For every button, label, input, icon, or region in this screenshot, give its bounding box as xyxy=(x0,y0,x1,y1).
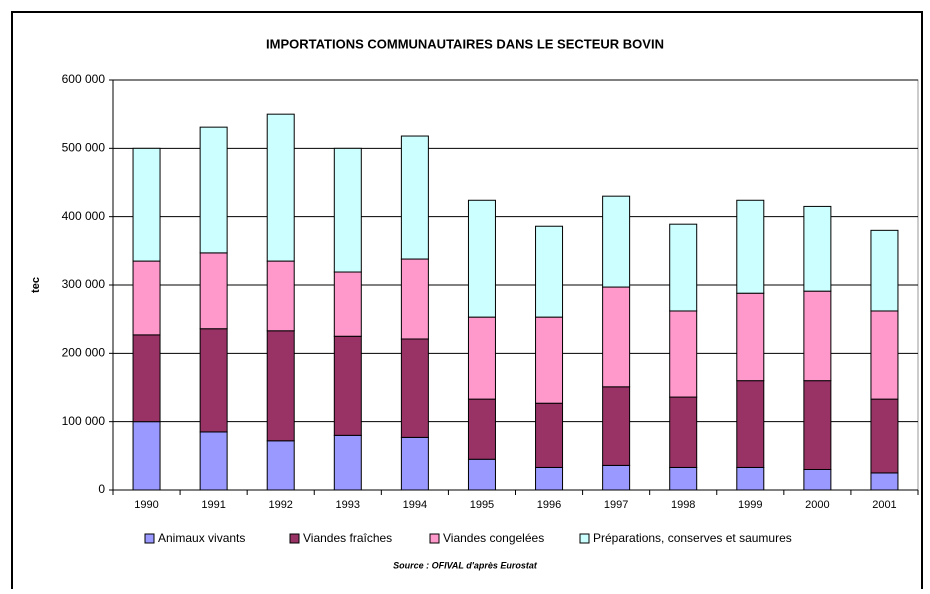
bar-segment xyxy=(535,316,564,404)
bar-segment xyxy=(467,398,496,460)
bar-segment xyxy=(870,229,899,312)
bar-segment xyxy=(266,330,295,442)
bar-segment xyxy=(199,126,228,254)
bar-segment xyxy=(602,195,631,288)
bar-segment xyxy=(870,310,899,400)
bar-segment xyxy=(199,328,228,433)
bar-segment xyxy=(400,135,429,260)
legend-label: Animaux vivants xyxy=(158,531,245,545)
bar-segment xyxy=(736,292,765,382)
bar-segment xyxy=(467,316,496,400)
y-tick-label: 600 000 xyxy=(62,72,106,86)
bar-segment xyxy=(266,440,295,491)
bar-segment xyxy=(400,436,429,491)
bar-segment xyxy=(333,335,362,436)
legend-label: Viandes congelées xyxy=(443,531,544,545)
x-tick-label: 1993 xyxy=(336,499,360,511)
bar-segment xyxy=(132,260,161,336)
bar-segment xyxy=(669,310,698,398)
x-tick-label: 1999 xyxy=(738,499,762,511)
legend-label: Préparations, conserves et saumures xyxy=(593,531,792,545)
chart-title: IMPORTATIONS COMMUNAUTAIRES DANS LE SECT… xyxy=(266,36,664,51)
bar-segment xyxy=(199,431,228,491)
bar-segment xyxy=(803,290,832,382)
bar-segment xyxy=(602,386,631,466)
bar-segment xyxy=(266,113,295,262)
x-tick-label: 2000 xyxy=(805,499,829,511)
y-tick-label: 100 000 xyxy=(62,414,106,428)
frame xyxy=(11,11,923,589)
bar-segment xyxy=(535,402,564,468)
y-tick-label: 0 xyxy=(98,482,105,496)
bar-segment xyxy=(400,338,429,438)
bar-segment xyxy=(132,421,161,491)
x-tick-label: 1997 xyxy=(604,499,628,511)
bar-segment xyxy=(669,466,698,491)
bar-segment xyxy=(333,434,362,491)
x-tick-label: 1995 xyxy=(470,499,494,511)
bar-segment xyxy=(333,147,362,273)
bar-segment xyxy=(602,286,631,388)
bar-segment xyxy=(870,398,899,474)
legend-swatch xyxy=(289,533,300,544)
x-tick-label: 1996 xyxy=(537,499,561,511)
legend-swatch xyxy=(144,533,155,544)
bar-segment xyxy=(803,205,832,292)
bar-segment xyxy=(467,199,496,318)
legend-swatch xyxy=(429,533,440,544)
y-tick-label: 300 000 xyxy=(62,277,106,291)
bar-segment xyxy=(602,464,631,491)
x-tick-label: 1990 xyxy=(134,499,158,511)
x-tick-label: 1991 xyxy=(201,499,225,511)
y-tick-label: 200 000 xyxy=(62,346,106,360)
legend-swatch xyxy=(579,533,590,544)
bar-segment xyxy=(467,458,496,491)
bar-segment xyxy=(803,380,832,470)
bar-segment xyxy=(333,271,362,337)
source: Source : OFIVAL d'après Eurostat xyxy=(393,560,538,570)
x-tick-label: 1994 xyxy=(403,499,427,511)
bar-segment xyxy=(199,252,228,330)
x-tick-label: 2001 xyxy=(872,499,896,511)
y-tick-label: 500 000 xyxy=(62,141,106,155)
bar-segment xyxy=(669,396,698,468)
bar-segment xyxy=(736,380,765,468)
bar-segment xyxy=(132,334,161,423)
bar-segment xyxy=(535,225,564,318)
bar-segment xyxy=(132,147,161,262)
bar-segment xyxy=(266,260,295,332)
bar-segment xyxy=(535,466,564,491)
x-tick-label: 1998 xyxy=(671,499,695,511)
bar-segment xyxy=(870,472,899,491)
bar-segment xyxy=(669,223,698,312)
y-axis-label: tec xyxy=(30,277,42,293)
bar-segment xyxy=(736,199,765,294)
y-tick-label: 400 000 xyxy=(62,209,106,223)
bar-segment xyxy=(803,469,832,491)
bar-segment xyxy=(736,466,765,491)
bar-segment xyxy=(400,258,429,340)
x-tick-label: 1992 xyxy=(268,499,292,511)
legend-label: Viandes fraîches xyxy=(303,531,392,545)
